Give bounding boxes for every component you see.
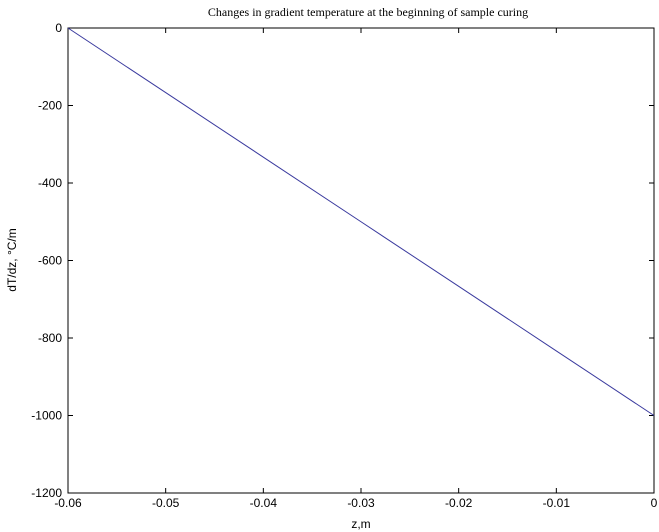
y-tick-label: -1000: [31, 409, 62, 423]
series-line: [67, 27, 655, 416]
y-tick-label: -400: [38, 176, 62, 190]
series-group: [67, 27, 655, 416]
y-tick-label: -200: [38, 99, 62, 113]
axis-ticks: -0.06 -0.05 -0.04 -0.03 -0.02 -0.01 0 0 -200 -400…: [31, 21, 657, 510]
y-tick-label: -800: [38, 331, 62, 345]
x-tick-label: -0.01: [543, 496, 571, 510]
x-tick-label: -0.03: [347, 496, 375, 510]
y-tick-label: 0: [55, 21, 62, 35]
y-tick-label: -1200: [31, 486, 62, 500]
plot-area: [67, 27, 655, 494]
x-tick-label: -0.05: [152, 496, 180, 510]
chart-title: Changes in gradient temperature at the b…: [208, 5, 528, 19]
x-axis-label: z,m: [351, 517, 370, 531]
y-tick-label: -600: [38, 254, 62, 268]
y-axis-label: dT/dz, °C/m: [5, 228, 19, 291]
x-tick-label: -0.04: [250, 496, 278, 510]
x-tick-label: -0.02: [445, 496, 473, 510]
x-tick-label: -0.06: [54, 496, 82, 510]
x-tick-label: 0: [651, 496, 658, 510]
